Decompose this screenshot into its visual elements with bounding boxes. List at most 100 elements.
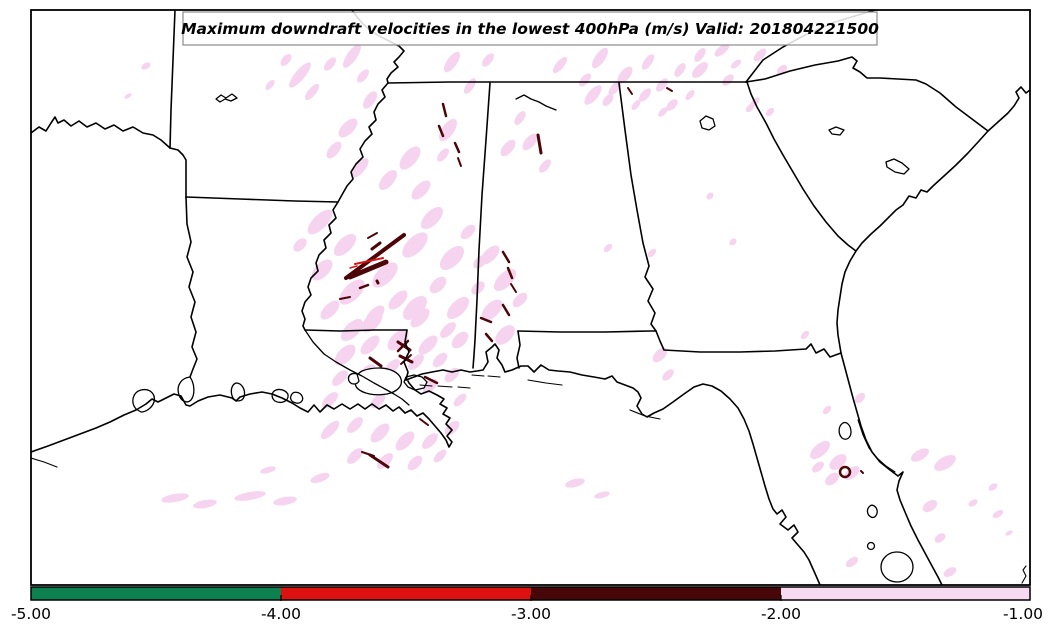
downdraft-shading-light [418,335,438,355]
downdraft-shading-strong [479,316,493,324]
downdraft-shading-strong [457,157,462,167]
downdraft-shading-light [451,331,469,349]
mississippi-sound-islands [419,374,501,389]
downdraft-shading-light [968,499,978,507]
downdraft-shading-light [193,499,217,509]
downdraft-shading-light [439,245,465,271]
downdraft-shading-severe [349,265,358,269]
downdraft-shading-light [753,48,767,62]
texas-barrier-islands [31,457,58,468]
downdraft-shading-strong [419,418,429,426]
downdraft-shading-light [411,180,431,200]
downdraft-shading-light [992,510,1004,518]
downdraft-shading-light [495,325,515,345]
maroon-shading-layer [339,87,864,479]
downdraft-shading-light [943,567,957,577]
bahama-bank-edge [1021,565,1027,584]
downdraft-shading-light [481,299,503,321]
lake-murray [828,126,845,136]
downdraft-shading-light [304,83,320,101]
downdraft-shading-light [260,466,276,474]
downdraft-shading-light [603,243,613,253]
colorbar-tick-label: -4.00 [261,605,301,623]
downdraft-shading-strong [860,470,864,474]
downdraft-shading-light [387,329,409,351]
downdraft-shading-strong [536,133,543,155]
downdraft-shading-light [810,441,830,459]
north-carolina-south-carolina-border [745,56,989,132]
downdraft-shading-strong [666,87,673,92]
lake-okeechobee [880,551,914,583]
downdraft-shading-light [332,370,348,386]
map-frame [30,9,1031,586]
lakes-layer [132,93,914,583]
downdraft-shading-light [379,170,397,190]
downdraft-shading-light [322,392,338,408]
downdraft-shading-light [365,305,385,325]
downdraft-shading-light [347,448,363,464]
pink-shading-layer [124,43,1013,579]
downdraft-shading-light [402,295,428,321]
downdraft-shading-light [351,158,369,178]
downdraft-shading-light [395,431,415,451]
downdraft-shading-light [658,107,668,117]
downdraft-shading-strong [347,259,389,280]
downdraft-shading-light [514,111,526,125]
downdraft-shading-light [591,47,609,69]
downdraft-shading-light [310,472,330,484]
downdraft-shading-light [265,80,275,90]
downdraft-shading-light [273,496,297,506]
downdraft-shading-light [370,393,386,409]
downdraft-shading-light [444,420,460,436]
downdraft-shading-light [429,276,447,294]
downdraft-shading-light [854,392,866,404]
downdraft-shading-light [641,54,655,70]
downdraft-shading-light [307,209,333,235]
downdraft-shading-light [829,454,847,470]
downdraft-shading-strong [501,303,511,317]
downdraft-shading-light [480,245,500,265]
downdraft-shading-strong [339,296,351,300]
downdraft-shading-light [825,472,839,486]
downdraft-shading-strong [423,375,439,385]
downdraft-shading-light [347,417,363,433]
downdraft-shading-light [934,455,956,471]
downdraft-shading-light [812,461,824,473]
downdraft-shading-light [326,141,342,159]
downdraft-shading-light [388,290,408,310]
downdraft-shading-light [289,62,311,88]
downdraft-shading-strong [358,283,370,290]
downdraft-shading-light [320,420,340,440]
downdraft-shading-strong [453,141,461,154]
downdraft-shading-light [639,88,651,102]
downdraft-shading-strong [437,124,445,138]
downdraft-shading-severe [354,257,384,265]
mississippi-louisiana-border [304,329,408,332]
downdraft-shading-strong [510,283,517,293]
perdido-river-border [516,330,521,369]
downdraft-shading-light [338,118,358,138]
arkansas-louisiana-border [185,196,339,203]
downdraft-shading-strong [375,279,380,285]
downdraft-shading-light [800,330,810,340]
panhandle-barrier-islands [527,379,661,420]
downdraft-shading-light [141,62,151,70]
downdraft-shading-light [617,66,633,84]
downdraft-shading-light [443,51,461,73]
downdraft-shading-light [440,322,456,338]
downdraft-shading-light [334,344,356,366]
colorbar-tick-label: -5.00 [11,605,51,623]
colorbar-segment-pink [781,587,1030,600]
downdraft-shading-light [1005,530,1013,536]
downdraft-shading-light [706,192,714,200]
downdraft-shading-light [714,43,730,57]
downdraft-shading-light [552,56,568,74]
downdraft-shading-light [420,206,444,230]
downdraft-shading-strong [344,233,406,280]
downdraft-shading-light [647,248,657,258]
downdraft-shading-light [685,90,695,100]
downdraft-shading-light [408,354,424,370]
downdraft-shading-light [432,352,448,368]
